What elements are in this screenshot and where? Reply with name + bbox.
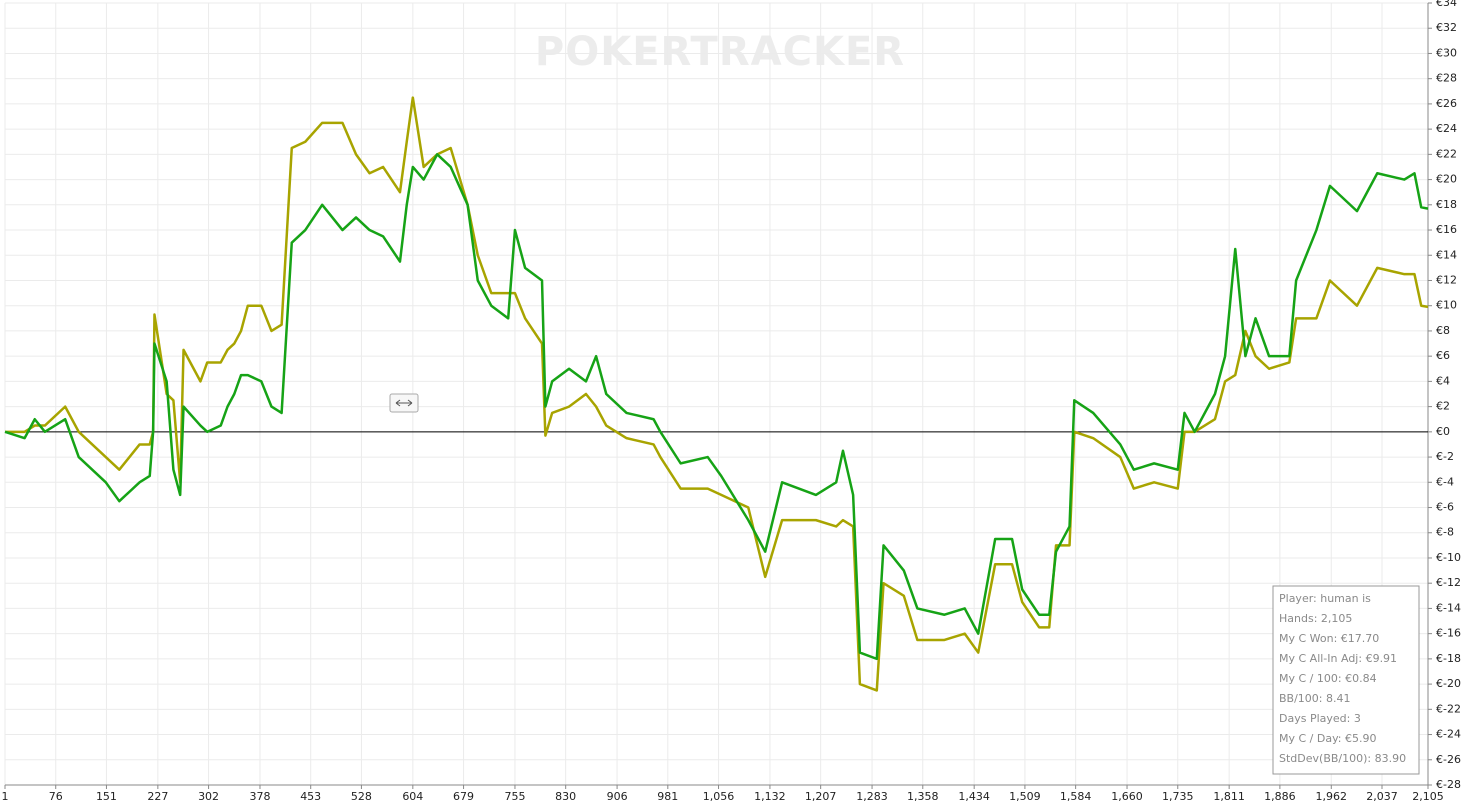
y-tick-label: €-22: [1436, 702, 1461, 715]
x-tick-label: 604: [402, 790, 423, 803]
x-tick-label: 1,509: [1009, 790, 1041, 803]
x-tick-label: 1,434: [958, 790, 990, 803]
y-tick-label: €-4: [1436, 475, 1454, 488]
x-tick-label: 906: [607, 790, 628, 803]
x-tick-label: 453: [300, 790, 321, 803]
y-tick-label: €20: [1436, 173, 1457, 186]
stat-line: My C Won: €17.70: [1279, 632, 1379, 645]
y-tick-label: €30: [1436, 46, 1457, 59]
stat-line: My C All-In Adj: €9.91: [1279, 652, 1397, 665]
x-tick-label: 1,358: [907, 790, 939, 803]
x-tick-label: 1,056: [703, 790, 735, 803]
y-tick-label: €32: [1436, 21, 1457, 34]
y-tick-label: €0: [1436, 425, 1450, 438]
y-tick-label: €-24: [1436, 728, 1461, 741]
y-tick-label: €-28: [1436, 778, 1461, 791]
lines: [4, 96, 1429, 692]
y-tick-label: €34: [1436, 0, 1457, 9]
y-tick-label: €-18: [1436, 652, 1461, 665]
x-tick-label: 1,207: [805, 790, 837, 803]
grid: [4, 2, 1432, 789]
x-tick-label: 755: [504, 790, 525, 803]
y-tick-label: €-16: [1436, 627, 1461, 640]
x-tick-label: 528: [351, 790, 372, 803]
y-tick-label: €24: [1436, 122, 1457, 135]
y-tick-label: €14: [1436, 248, 1457, 261]
x-tick-label: 2,105: [1412, 790, 1444, 803]
y-tick-label: €-6: [1436, 501, 1454, 514]
y-tick-label: €-26: [1436, 753, 1461, 766]
y-tick-label: €-8: [1436, 526, 1454, 539]
x-tick-label: 2,037: [1366, 790, 1398, 803]
toggle-button[interactable]: [389, 393, 419, 413]
stat-line: Days Played: 3: [1279, 712, 1361, 725]
y-tick-label: €28: [1436, 72, 1457, 85]
x-tick-label: 378: [249, 790, 270, 803]
y-tick-label: €-20: [1436, 677, 1461, 690]
stats: Player: human is Hands: 2,105 My C Won: €1…: [1279, 592, 1406, 765]
stat-line: Hands: 2,105: [1279, 612, 1352, 625]
y-tick-label: €18: [1436, 198, 1457, 211]
x-tick-label: 830: [555, 790, 576, 803]
x-tick-label: 1: [2, 790, 9, 803]
y-tick-label: €26: [1436, 97, 1457, 110]
stat-line: My C / Day: €5.90: [1279, 732, 1377, 745]
y-tick-label: €-2: [1436, 450, 1454, 463]
y-tick-label: €-14: [1436, 601, 1461, 614]
stat-line: StdDev(BB/100): 83.90: [1279, 752, 1406, 765]
y-tick-label: €22: [1436, 147, 1457, 160]
y-tick-label: €4: [1436, 374, 1450, 387]
y-tick-label: €10: [1436, 299, 1457, 312]
series-line: [5, 96, 1429, 692]
x-tick-label: 227: [147, 790, 168, 803]
y-tick-label: €12: [1436, 273, 1457, 286]
y-tick-label: €8: [1436, 324, 1450, 337]
watermark: POKERTRACKER: [535, 29, 905, 75]
y-tick-label: €-10: [1436, 551, 1461, 564]
stat-line: BB/100: 8.41: [1279, 692, 1351, 705]
x-tick-label: 1,886: [1264, 790, 1296, 803]
x-tick-label: 1,811: [1213, 790, 1245, 803]
x-tick-label: 981: [657, 790, 678, 803]
x-tick-label: 302: [198, 790, 219, 803]
x-tick-label: 1,660: [1111, 790, 1143, 803]
y-tick-label: €-12: [1436, 576, 1461, 589]
stat-line: Player: human is: [1279, 592, 1371, 605]
stats-box: [1272, 585, 1420, 775]
x-tick-label: 1,735: [1162, 790, 1194, 803]
x-tick-label: 1,962: [1316, 790, 1348, 803]
series-line: [4, 153, 1429, 661]
x-tick-label: 1,132: [754, 790, 786, 803]
stat-line: My C / 100: €0.84: [1279, 672, 1377, 685]
x-tick-label: 76: [49, 790, 63, 803]
x-tick-label: 1,584: [1060, 790, 1092, 803]
x-tick-label: 679: [453, 790, 474, 803]
y-tick-label: €6: [1436, 349, 1450, 362]
y-tick-label: €2: [1436, 400, 1450, 413]
x-tick-label: 1,283: [856, 790, 888, 803]
y-tick-label: €16: [1436, 223, 1457, 236]
button-icon[interactable]: [395, 399, 413, 407]
x-tick-label: 151: [96, 790, 117, 803]
